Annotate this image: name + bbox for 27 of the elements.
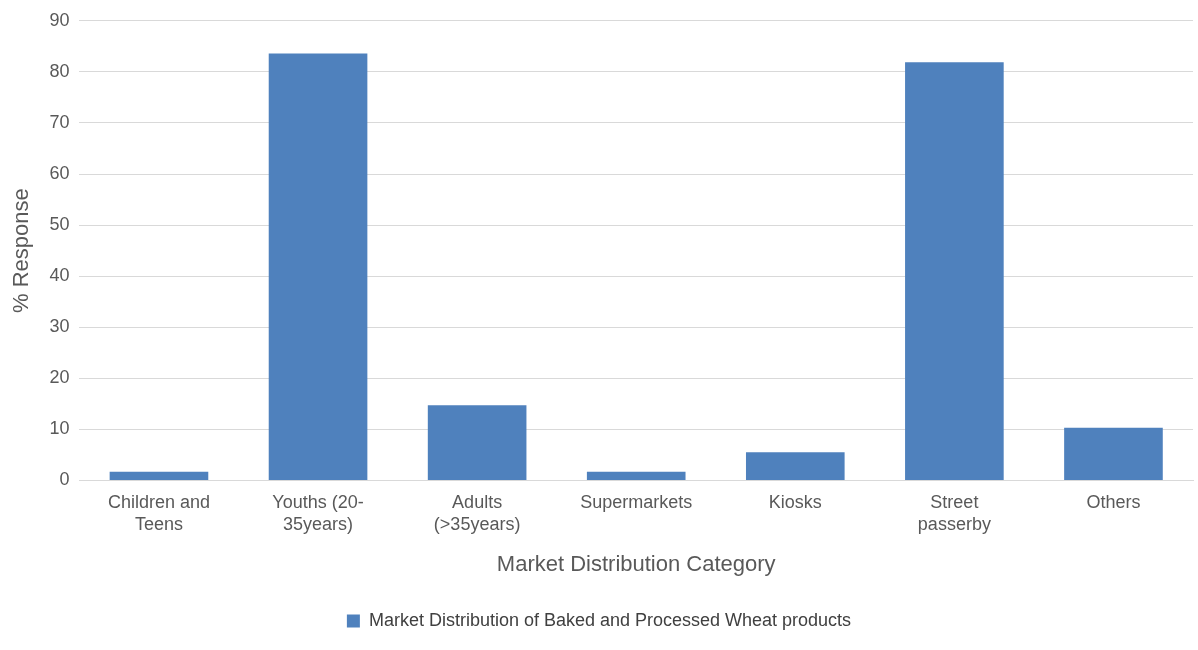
x-tick-label: Children and Teens bbox=[107, 492, 210, 534]
bar bbox=[745, 452, 845, 480]
bar bbox=[268, 53, 368, 480]
y-tick-label: 0 bbox=[59, 469, 70, 490]
y-tick-label: 50 bbox=[49, 214, 70, 235]
y-tick-label: 10 bbox=[49, 418, 70, 439]
y-tick-label: 90 bbox=[49, 9, 70, 30]
bar bbox=[586, 471, 686, 480]
x-tick-label: Adults (>35years) bbox=[433, 492, 521, 534]
y-tick-label: 20 bbox=[49, 367, 70, 388]
y-tick-label: 40 bbox=[49, 265, 70, 286]
x-axis-title: Market Distribution Category bbox=[496, 550, 776, 576]
bar bbox=[1064, 427, 1163, 480]
x-tick-label: Others bbox=[1086, 492, 1141, 513]
bar bbox=[905, 62, 1004, 480]
y-axis-title: % Response bbox=[8, 188, 34, 313]
x-tick-label: Youths (20-35years) bbox=[272, 492, 364, 534]
x-tick-label: Supermarkets bbox=[580, 492, 693, 513]
x-tick-label: Street passerby bbox=[917, 492, 991, 534]
x-tick-label: Kiosks bbox=[768, 492, 822, 513]
y-tick-label: 80 bbox=[49, 60, 70, 81]
bar bbox=[109, 471, 209, 480]
y-tick-label: 30 bbox=[49, 316, 70, 337]
y-tick-label: 60 bbox=[49, 162, 70, 183]
y-tick-label: 70 bbox=[49, 111, 70, 132]
legend-label: Market Distribution of Baked and Processed Wheat products bbox=[368, 609, 852, 630]
bar bbox=[427, 405, 527, 480]
